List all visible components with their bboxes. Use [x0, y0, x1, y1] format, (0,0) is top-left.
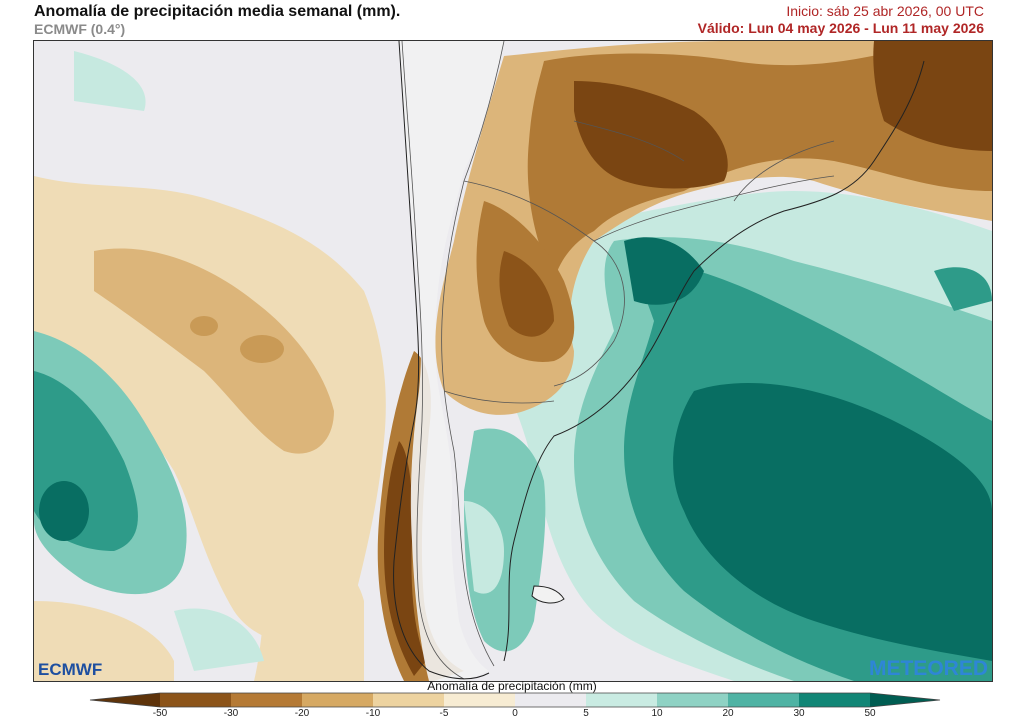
init-time: Inicio: sáb 25 abr 2026, 00 UTC [786, 3, 984, 19]
wet-anomaly-pacific [34, 51, 264, 671]
colorbar-segment [160, 693, 232, 707]
colorbar-tick-label: 10 [651, 708, 663, 719]
valid-period: Válido: Lun 04 may 2026 - Lun 11 may 202… [697, 20, 984, 36]
colorbar-tick-label: 50 [864, 708, 876, 719]
colorbar-segment [444, 693, 516, 707]
model-label: ECMWF (0.4°) [34, 21, 126, 37]
map-canvas: ECMWF METEORED [34, 41, 992, 681]
colorbar-segment [231, 693, 303, 707]
colorbar-tick-label: -50 [152, 708, 168, 719]
colorbar-tick-label: -10 [365, 708, 381, 719]
colorbar-tick-label: 0 [512, 708, 518, 719]
colorbar-segment [373, 693, 445, 707]
labels-logos: ECMWF METEORED [38, 657, 988, 680]
colorbar-segment [657, 693, 729, 707]
country-borders [401, 41, 835, 680]
colorbar-segment [515, 693, 587, 707]
colorbar-segment [302, 693, 374, 707]
colorbar-tick-label: 5 [583, 708, 589, 719]
colorbar-tick-label: -20 [294, 708, 310, 719]
ecmwf-logo: ECMWF [38, 660, 102, 679]
wet-anomaly-atlantic [464, 191, 992, 681]
chart-title: Anomalía de precipitación media semanal … [34, 3, 401, 20]
colorbar-segment [586, 693, 658, 707]
colorbar-tick-label: 30 [793, 708, 805, 719]
colorbar-segment [728, 693, 800, 707]
colorbar [89, 692, 941, 708]
dry-anomaly-pacific [34, 176, 386, 681]
anomaly-map: ECMWF METEORED [33, 40, 993, 682]
colorbar-segment [799, 693, 871, 707]
colorbar-tick-label: 20 [722, 708, 734, 719]
coastline [393, 41, 925, 680]
colorbar-tick-label: -5 [439, 708, 449, 719]
meteored-logo: METEORED [869, 657, 988, 680]
colorbar-outline [89, 692, 941, 708]
colorbar-extend-high [870, 693, 940, 707]
colorbar-tick-label: -30 [223, 708, 239, 719]
continent-land [399, 41, 504, 681]
colorbar-extend-low [90, 693, 160, 707]
colorbar-title: Anomalía de precipitación (mm) [427, 679, 597, 693]
